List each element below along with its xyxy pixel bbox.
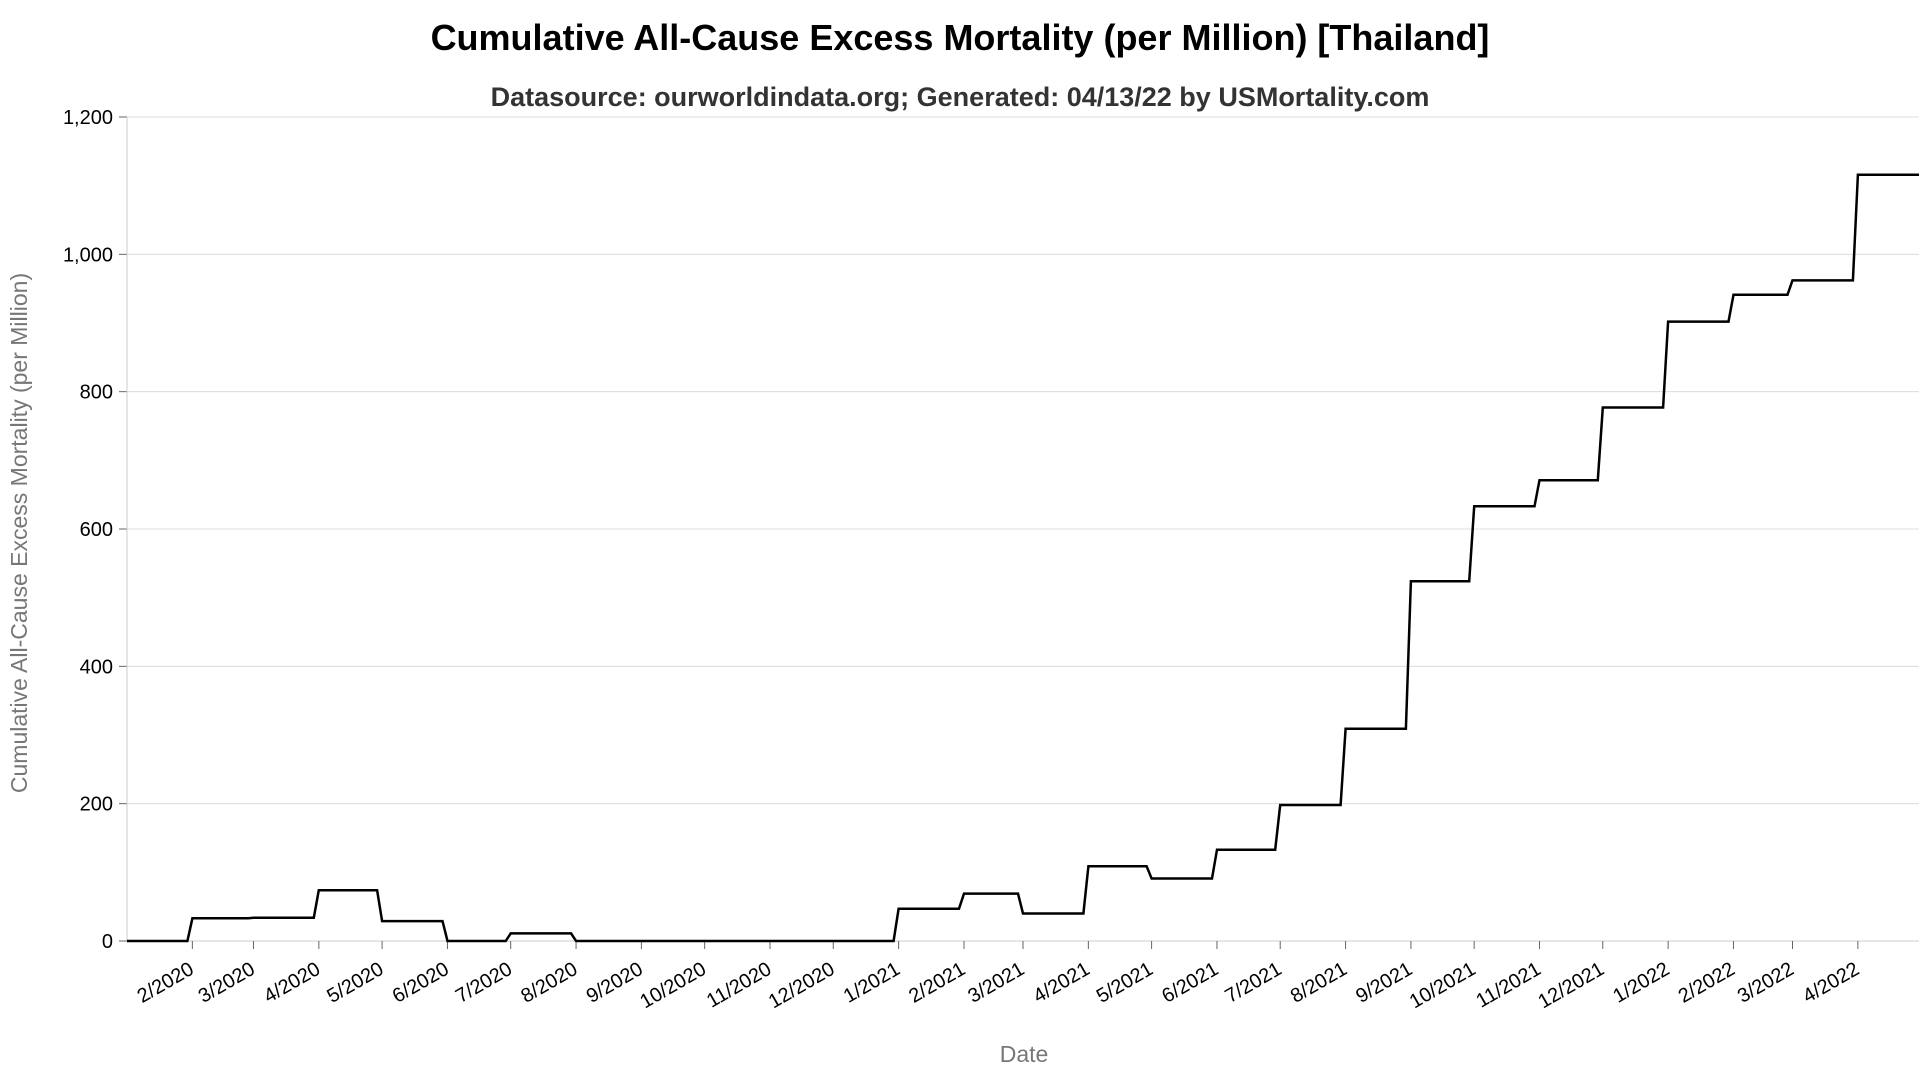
x-tick-label: 4/2021 — [1030, 958, 1094, 1008]
chart-subtitle: Datasource: ourworldindata.org; Generate… — [491, 82, 1430, 112]
y-tick-label: 200 — [80, 794, 113, 816]
x-axis-title: Date — [1000, 1041, 1049, 1067]
x-tick-label: 6/2020 — [389, 958, 453, 1008]
x-tick-label: 11/2020 — [703, 958, 775, 1012]
y-tick-label: 1,200 — [63, 107, 113, 129]
x-tick-label: 10/2021 — [1406, 958, 1480, 1013]
x-tick-label: 7/2021 — [1222, 958, 1286, 1008]
x-tick-label: 3/2020 — [195, 958, 259, 1008]
x-tick-label: 3/2022 — [1734, 958, 1798, 1008]
x-tick-label: 11/2021 — [1472, 958, 1544, 1012]
x-tick-label: 5/2020 — [323, 958, 387, 1008]
x-tick-label: 9/2020 — [583, 958, 647, 1008]
x-tick-label: 12/2021 — [1534, 958, 1608, 1013]
chart-title: Cumulative All-Cause Excess Mortality (p… — [431, 17, 1490, 58]
x-tick-label: 2/2020 — [134, 958, 198, 1008]
y-tick-label: 400 — [80, 656, 113, 678]
grid-layer — [127, 116, 1919, 942]
x-tick-label: 2/2021 — [905, 958, 969, 1008]
x-tick-label: 12/2020 — [765, 958, 839, 1013]
x-tick-label: 2/2022 — [1675, 958, 1739, 1008]
x-tick-label: 8/2020 — [517, 958, 581, 1008]
y-tick-label: 0 — [102, 931, 113, 953]
x-tick-label: 7/2020 — [452, 958, 516, 1008]
series-layer — [127, 173, 1919, 943]
x-tick-label: 10/2020 — [636, 958, 710, 1013]
x-tick-label: 4/2020 — [260, 958, 324, 1008]
x-tick-label: 1/2022 — [1609, 958, 1673, 1008]
x-tick-label: 6/2021 — [1158, 958, 1222, 1008]
x-tick-label: 9/2021 — [1352, 958, 1416, 1008]
x-tick-label: 5/2021 — [1093, 958, 1157, 1008]
series-line — [127, 173, 1919, 943]
y-tick-label: 1,000 — [63, 244, 113, 266]
x-tick-label: 3/2021 — [964, 958, 1028, 1008]
y-tick-label: 600 — [80, 519, 113, 541]
y-axis-title: Cumulative All-Cause Excess Mortality (p… — [6, 273, 32, 793]
x-tick-label: 1/2021 — [840, 958, 904, 1008]
x-tick-label: 4/2022 — [1799, 958, 1863, 1008]
y-tick-label: 800 — [80, 382, 113, 404]
x-tick-label: 8/2021 — [1287, 958, 1351, 1008]
